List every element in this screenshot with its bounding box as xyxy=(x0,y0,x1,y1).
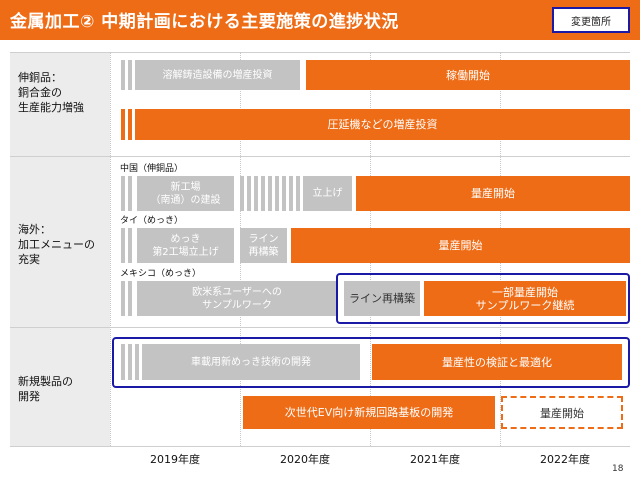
bar-partial-mass-production: 一部量産開始 サンプルワーク継続 xyxy=(424,281,626,316)
bar-smelting-investment: 溶解鋳造設備の増産投資 xyxy=(135,60,300,90)
bar-verify-optimize: 量産性の検証と最適化 xyxy=(372,344,622,380)
bar-china-mass-production: 量産開始 xyxy=(356,176,630,211)
gray-strip xyxy=(268,176,272,211)
grid-line-bottom xyxy=(10,446,630,447)
section-overseas-bg xyxy=(10,157,110,327)
bar-plating-tech-development: 車載用新めっき技術の開発 xyxy=(142,344,360,380)
gray-strip xyxy=(282,176,286,211)
bar-ev-mass-production-planned: 量産開始 xyxy=(501,396,623,429)
gray-strip xyxy=(128,344,132,380)
section-label-newproduct: 新規製品の 開発 xyxy=(18,375,73,403)
gray-strip xyxy=(261,176,265,211)
gray-strip xyxy=(121,344,125,380)
gray-strip xyxy=(121,228,125,263)
section-newproduct-bg xyxy=(10,328,110,446)
orange-strip xyxy=(121,109,125,140)
page-number: 18 xyxy=(612,464,624,474)
sublabel-china: 中国（伸銅品） xyxy=(120,164,184,174)
bar-ev-circuit-development: 次世代EV向け新規回路基板の開発 xyxy=(243,396,495,429)
sublabel-thailand: タイ（めっき） xyxy=(120,216,184,226)
bar-nantong-construction: 新工場 （南通）の建設 xyxy=(137,176,234,211)
bar-line-rebuild-thai: ライン 再構築 xyxy=(240,228,287,263)
bar-sample-work: 欧米系ユーザーへの サンプルワーク xyxy=(137,281,337,316)
gray-strip xyxy=(121,281,125,316)
orange-strip xyxy=(128,109,132,140)
gray-strip xyxy=(128,60,132,90)
gray-strip xyxy=(128,281,132,316)
grid-line-1 xyxy=(10,156,630,157)
bar-operation-start: 稼働開始 xyxy=(306,60,630,90)
year-label-2020: 2020年度 xyxy=(280,453,330,466)
grid-line-2 xyxy=(10,327,630,328)
change-badge: 変更箇所 xyxy=(552,7,630,33)
section-label-overseas: 海外： 加工メニューの 充実 xyxy=(18,223,95,266)
year-label-2021: 2021年度 xyxy=(410,453,460,466)
gray-strip xyxy=(254,176,258,211)
bar-rolling-investment: 圧延機などの増産投資 xyxy=(135,109,630,140)
change-highlight-mexico xyxy=(336,273,630,324)
page-title: 金属加工② 中期計画における主要施策の進捗状況 xyxy=(10,12,399,32)
gray-strip xyxy=(135,344,139,380)
gray-strip xyxy=(240,176,244,211)
year-label-2019: 2019年度 xyxy=(150,453,200,466)
gray-strip xyxy=(121,176,125,211)
header-bar: 金属加工② 中期計画における主要施策の進捗状況 変更箇所 xyxy=(0,0,640,40)
gray-strip xyxy=(275,176,279,211)
gray-strip xyxy=(296,176,300,211)
gray-strip xyxy=(121,60,125,90)
gray-strip xyxy=(247,176,251,211)
bar-thai-mass-production: 量産開始 xyxy=(291,228,630,263)
section-label-copper: 伸銅品： 銅合金の 生産能力増強 xyxy=(18,71,84,114)
year-divider-0 xyxy=(110,52,111,446)
bar-startup: 立上げ xyxy=(303,176,352,211)
year-label-2022: 2022年度 xyxy=(540,453,590,466)
bar-plating-plant2: めっき 第2工場立上げ xyxy=(137,228,234,263)
gray-strip xyxy=(128,228,132,263)
bar-line-rebuild-mexico: ライン再構築 xyxy=(344,281,420,316)
grid-line-top xyxy=(10,52,630,53)
section-copper-bg xyxy=(10,52,110,156)
gray-strip xyxy=(289,176,293,211)
sublabel-mexico: メキシコ（めっき） xyxy=(120,269,202,279)
change-highlight-newproduct xyxy=(112,337,630,388)
gray-strip xyxy=(128,176,132,211)
